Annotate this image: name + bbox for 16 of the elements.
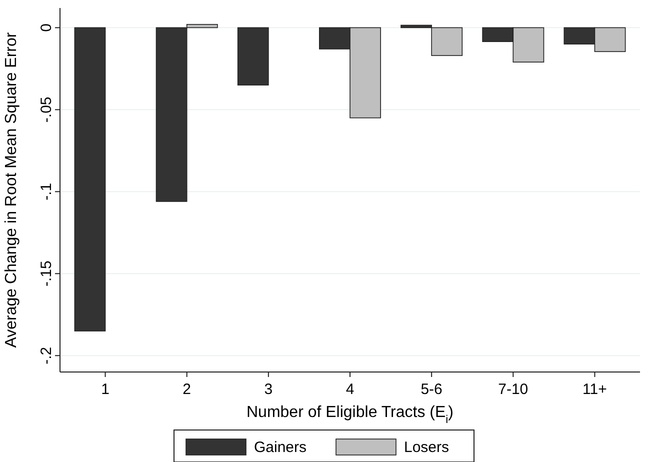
x-tick-label: 1 — [101, 381, 110, 398]
y-axis-title: Average Change in Root Mean Square Error — [3, 32, 20, 348]
y-tick-label: -.15 — [38, 260, 55, 287]
x-tick-label: 11+ — [582, 381, 608, 398]
x-tick-label: 4 — [346, 381, 354, 398]
legend-label: Gainers — [254, 439, 307, 456]
y-tick-label: -.2 — [38, 346, 55, 364]
x-tick-label: 5-6 — [420, 381, 442, 398]
y-tick-label: -.05 — [38, 96, 55, 123]
x-tick-label: 7-10 — [498, 381, 528, 398]
y-tick-label: -.1 — [38, 182, 55, 200]
x-tick-label: 3 — [264, 381, 273, 398]
y-tick-label: 0 — [38, 24, 55, 32]
x-axis-title: Number of Eligible Tracts (E$_{i}$) — [246, 404, 454, 426]
legend-label: Losers — [404, 439, 450, 456]
x-tick-label: 2 — [182, 381, 192, 398]
